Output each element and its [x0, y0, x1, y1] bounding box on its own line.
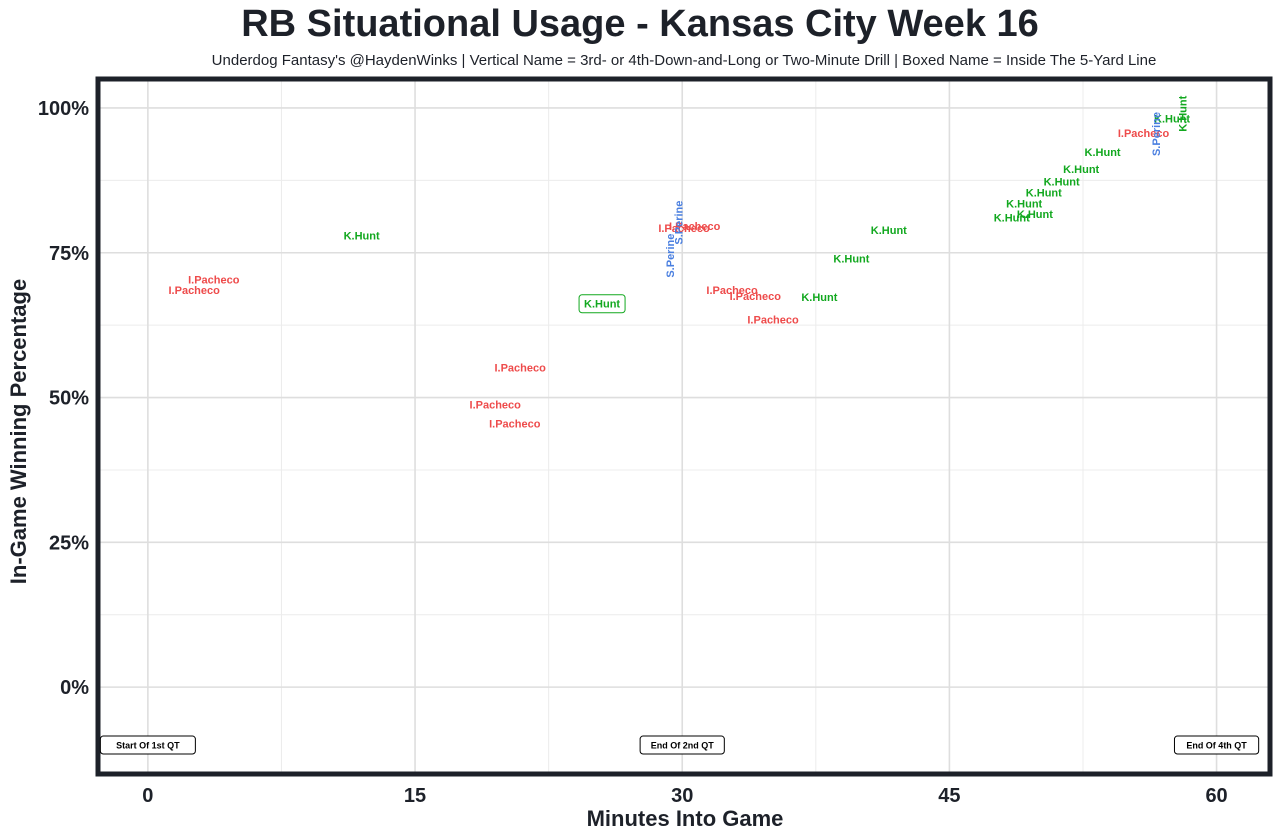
point-label-k-hunt: K.Hunt	[871, 225, 907, 237]
point-label-i-pacheco: I.Pacheco	[188, 274, 240, 286]
quarter-annotation-label: End Of 4th QT	[1186, 741, 1247, 751]
y-tick-label: 100%	[38, 98, 89, 120]
chart-title: RB Situational Usage - Kansas City Week …	[241, 3, 1039, 45]
point-label-i-pacheco: I.Pacheco	[730, 291, 782, 303]
quarter-annotation-box	[99, 735, 196, 755]
point-label-i-pacheco: I.Pacheco	[494, 362, 546, 374]
point-label-s-perine-vertical: S.Perine	[665, 234, 677, 278]
point-label-k-hunt: K.Hunt	[1044, 177, 1080, 189]
point-label-k-hunt: K.Hunt	[1063, 164, 1099, 176]
y-tick-label: 75%	[49, 243, 89, 265]
x-axis-label: Minutes Into Game	[587, 806, 784, 831]
point-label-k-hunt: K.Hunt	[1085, 147, 1121, 159]
chart-subtitle: Underdog Fantasy's @HaydenWinks | Vertic…	[211, 52, 1157, 69]
y-tick-label: 0%	[60, 677, 89, 699]
quarter-annotation-label: Start Of 1st QT	[116, 741, 180, 751]
grid	[98, 79, 1270, 774]
point-label-i-pacheco: I.Pacheco	[1118, 128, 1170, 140]
point-label-k-hunt: K.Hunt	[1006, 199, 1042, 211]
data-labels: I.PachecoI.PachecoI.PachecoI.PachecoI.Pa…	[169, 95, 1191, 430]
point-label-k-hunt: K.Hunt	[994, 212, 1030, 224]
x-tick-label: 0	[142, 785, 153, 807]
point-label-i-pacheco: I.Pacheco	[470, 399, 522, 411]
point-label-s-perine-vertical: S.Perine	[1151, 112, 1163, 156]
y-tick-label: 25%	[49, 532, 89, 554]
point-label-i-pacheco: I.Pacheco	[489, 419, 541, 431]
x-tick-label: 60	[1205, 785, 1227, 807]
point-label-k-hunt: K.Hunt	[1026, 188, 1062, 200]
point-label-k-hunt: K.Hunt	[344, 230, 380, 242]
plot-frame	[95, 76, 1273, 777]
point-label-k-hunt: K.Hunt	[584, 299, 620, 311]
x-tick-label: 45	[938, 785, 960, 807]
point-label-k-hunt: K.Hunt	[1154, 113, 1190, 125]
point-label-i-pacheco: I.Pacheco	[169, 285, 221, 297]
x-tick-label: 30	[671, 785, 693, 807]
point-label-k-hunt-vertical: K.Hunt	[1178, 95, 1190, 131]
point-label-i-pacheco: I.Pacheco	[669, 221, 721, 233]
x-tick-label: 15	[404, 785, 426, 807]
quarter-annotation-label: End Of 2nd QT	[651, 741, 714, 751]
quarter-annotation-box	[639, 735, 725, 755]
point-label-i-pacheco: I.Pacheco	[747, 314, 799, 326]
point-label-s-perine-vertical: S.Perine	[674, 201, 686, 245]
point-label-i-pacheco: I.Pacheco	[658, 223, 710, 235]
point-label-k-hunt: K.Hunt	[1017, 209, 1053, 221]
y-axis-label: In-Game Winning Percentage	[6, 279, 31, 584]
point-label-k-hunt: K.Hunt	[801, 292, 837, 304]
quarter-annotation-box	[1173, 735, 1260, 755]
point-label-k-hunt: K.Hunt	[833, 254, 869, 266]
point-label-box-k-hunt	[578, 294, 626, 314]
point-label-i-pacheco: I.Pacheco	[706, 285, 758, 297]
y-tick-label: 50%	[49, 388, 89, 410]
